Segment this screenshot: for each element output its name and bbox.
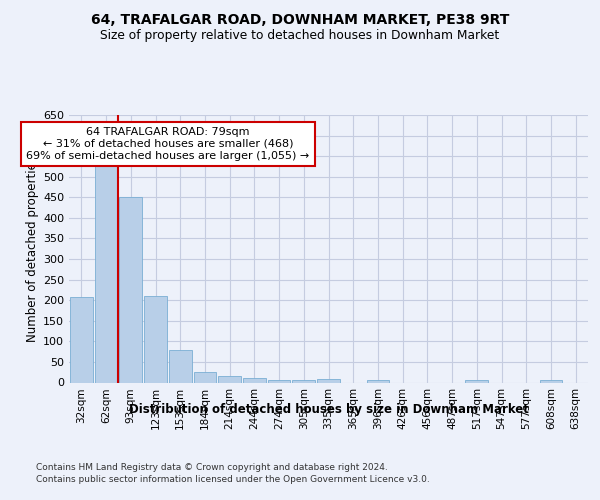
Bar (144, 296, 167, 382)
Text: 64, TRAFALGAR ROAD, DOWNHAM MARKET, PE38 9RT: 64, TRAFALGAR ROAD, DOWNHAM MARKET, PE38… (91, 12, 509, 26)
Bar (367, 380, 389, 382)
Y-axis label: Number of detached properties: Number of detached properties (26, 156, 39, 342)
Bar (70, 298, 93, 382)
Text: 64 TRAFALGAR ROAD: 79sqm
← 31% of detached houses are smaller (468)
69% of semi-: 64 TRAFALGAR ROAD: 79sqm ← 31% of detach… (26, 128, 310, 160)
Bar (243, 378, 266, 382)
Bar (292, 380, 315, 382)
Bar (169, 350, 191, 382)
Text: Contains HM Land Registry data © Crown copyright and database right 2024.: Contains HM Land Registry data © Crown c… (36, 462, 388, 471)
Bar (95, 164, 118, 382)
Bar (119, 198, 142, 382)
Bar (194, 372, 216, 382)
Text: Contains public sector information licensed under the Open Government Licence v3: Contains public sector information licen… (36, 475, 430, 484)
Bar (218, 376, 241, 382)
Bar (317, 379, 340, 382)
Text: Distribution of detached houses by size in Downham Market: Distribution of detached houses by size … (129, 402, 529, 415)
Text: Size of property relative to detached houses in Downham Market: Size of property relative to detached ho… (100, 29, 500, 42)
Bar (539, 380, 562, 382)
Bar (466, 380, 488, 382)
Bar (268, 380, 290, 382)
